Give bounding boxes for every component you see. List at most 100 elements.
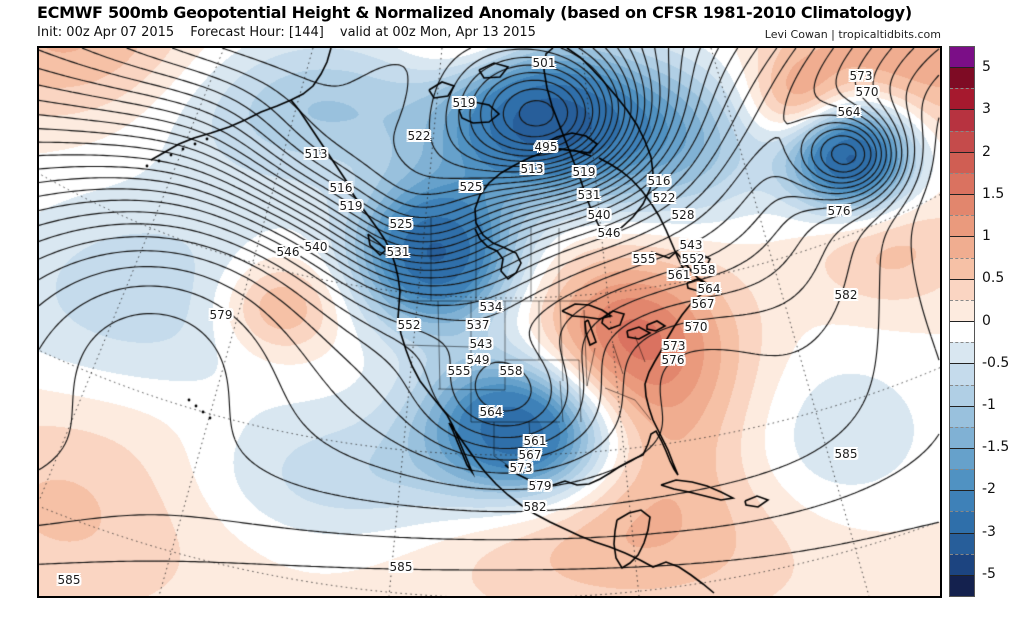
colorbar-segment	[950, 257, 974, 279]
contour-label: 582	[834, 288, 858, 302]
colorbar-tick-label: 0	[982, 312, 991, 329]
contour-label: 519	[452, 96, 476, 110]
contour-label: 546	[597, 226, 621, 240]
colorbar-tick-label: 1.5	[982, 185, 1005, 202]
contour-label: 573	[509, 461, 533, 475]
contour-label: 573	[849, 69, 873, 83]
colorbar-segment	[950, 321, 974, 343]
contour-label: 543	[469, 337, 493, 351]
contour-label: 522	[407, 129, 431, 143]
contour-label: 552	[397, 318, 421, 332]
colorbar-tick-labels: 5 3 2 1.5 1 0.5 0 -0.5 -1 -1.5 -2 -3 -5	[982, 46, 1022, 597]
colorbar-segment	[950, 469, 974, 491]
contour-label: 582	[523, 500, 547, 514]
contour-label: 570	[855, 85, 879, 99]
colorbar-segment	[950, 47, 974, 68]
contour-label: 546	[276, 245, 300, 259]
contour-label: 549	[466, 353, 490, 367]
contour-label: 525	[389, 217, 413, 231]
contour-label: 567	[518, 448, 542, 462]
contour-label: 522	[652, 191, 676, 205]
colorbar-segment	[950, 236, 974, 258]
contour-label: 534	[479, 300, 503, 314]
colorbar-tick-label: 0.5	[982, 270, 1005, 287]
contour-label: 513	[520, 162, 544, 176]
forecast-hour: Forecast Hour: [144]	[190, 25, 324, 40]
contour-label: 555	[632, 252, 656, 266]
contour-label: 558	[499, 364, 523, 378]
colorbar-segment	[950, 511, 974, 533]
colorbar-segment	[950, 194, 974, 216]
colorbar-segment	[950, 553, 974, 575]
contour-label: 564	[697, 282, 721, 296]
colorbar-segment	[950, 151, 974, 173]
colorbar-segment	[950, 447, 974, 470]
colorbar-tick-label: -3	[982, 523, 996, 540]
contour-label: 579	[528, 479, 552, 493]
colorbar-segment	[950, 574, 974, 597]
anomaly-colorbar	[949, 46, 975, 597]
init-time: Init: 00z Apr 07 2015	[37, 25, 175, 40]
colorbar-segment	[950, 363, 974, 385]
contour-label: 525	[459, 180, 483, 194]
contour-label-layer: 501 519 522 495 513 519 525 516 531 522 540 528 546 5…	[39, 48, 940, 596]
contour-label: 564	[479, 405, 503, 419]
colorbar-tick-label: 2	[982, 143, 991, 160]
contour-label: 552	[681, 252, 705, 266]
contour-label: 585	[834, 447, 858, 461]
page-title: ECMWF 500mb Geopotential Height & Normal…	[37, 3, 912, 22]
colorbar-segment	[950, 88, 974, 110]
colorbar-segment	[950, 426, 974, 448]
colorbar-segment	[950, 299, 974, 322]
colorbar-tick-label: -1	[982, 396, 996, 413]
colorbar-segment	[950, 109, 974, 131]
colorbar-tick-label: -0.5	[982, 354, 1010, 371]
contour-label: 570	[684, 320, 708, 334]
colorbar-segment	[950, 172, 974, 195]
colorbar-segment	[950, 532, 974, 554]
contour-label: 540	[587, 208, 611, 222]
contour-label: 495	[534, 140, 558, 154]
contour-label: 516	[329, 181, 353, 195]
colorbar-segment	[950, 405, 974, 427]
contour-label: 528	[671, 208, 695, 222]
contour-label: 537	[466, 318, 490, 332]
contour-label: 585	[57, 573, 81, 587]
contour-label: 516	[647, 174, 671, 188]
contour-label: 513	[304, 147, 328, 161]
colorbar-segment	[950, 384, 974, 406]
contour-label: 585	[389, 560, 413, 574]
colorbar-tick-label: 1	[982, 228, 991, 245]
contour-label: 561	[667, 268, 691, 282]
colorbar-segment	[950, 130, 974, 152]
map-canvas	[39, 48, 940, 596]
contour-label: 567	[691, 297, 715, 311]
contour-label: 501	[532, 56, 556, 70]
contour-label: 576	[827, 204, 851, 218]
contour-label: 531	[386, 245, 410, 259]
colorbar-segment	[950, 342, 974, 364]
contour-label: 564	[837, 105, 861, 119]
colorbar-segment	[950, 67, 974, 89]
colorbar-tick-label: -1.5	[982, 439, 1010, 456]
contour-label: 558	[692, 263, 716, 277]
colorbar-tick-label: -2	[982, 481, 996, 498]
weather-map: 501 519 522 495 513 519 525 516 531 522 540 528 546 5…	[37, 46, 942, 598]
colorbar-tick-label: -5	[982, 565, 996, 582]
attribution: Levi Cowan | tropicaltidbits.com	[764, 28, 941, 41]
contour-label: 519	[339, 199, 363, 213]
contour-label: 561	[523, 434, 547, 448]
contour-label: 540	[304, 240, 328, 254]
colorbar-tick-label: 3	[982, 101, 991, 118]
contour-label: 543	[679, 238, 703, 252]
colorbar-segment	[950, 215, 974, 237]
run-info: Init: 00z Apr 07 2015 Forecast Hour: [144…	[37, 25, 552, 40]
contour-label: 576	[661, 353, 685, 367]
colorbar-segment	[950, 278, 974, 300]
colorbar-tick-label: 5	[982, 59, 991, 76]
contour-label: 531	[577, 188, 601, 202]
valid-time: valid at 00z Mon, Apr 13 2015	[339, 25, 536, 40]
contour-label: 573	[662, 339, 686, 353]
contour-label: 555	[447, 364, 471, 378]
